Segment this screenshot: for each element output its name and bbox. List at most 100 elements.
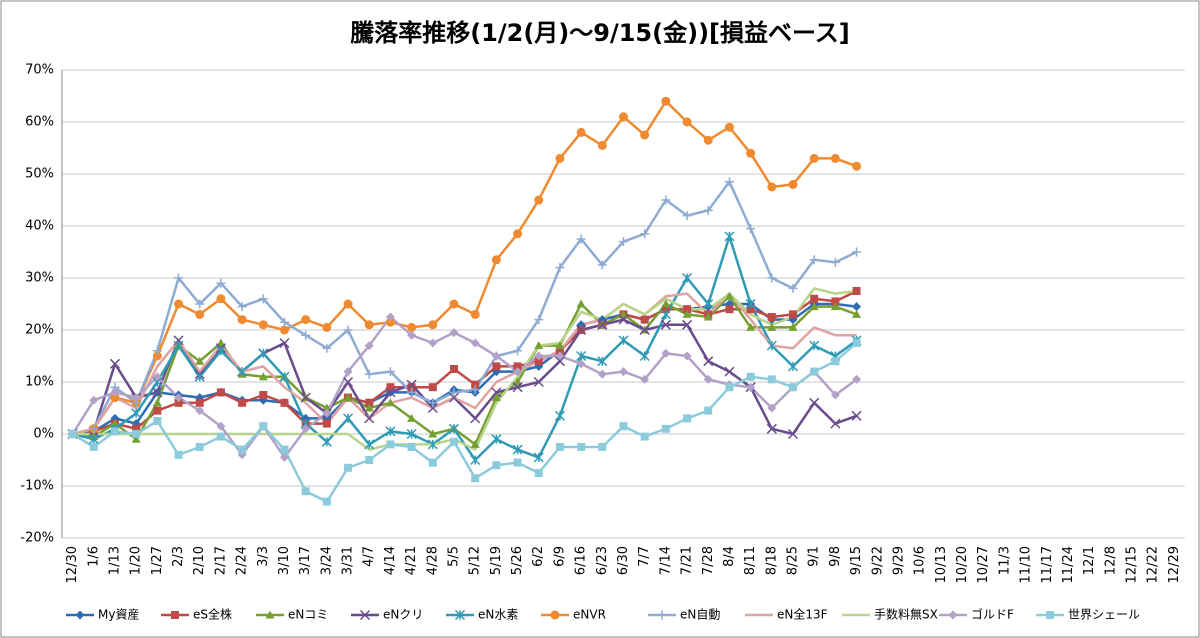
marker <box>171 611 179 619</box>
marker <box>152 351 162 361</box>
y-tick-label: -20% <box>20 531 54 546</box>
marker <box>406 428 417 440</box>
marker <box>216 388 225 397</box>
y-tick-label: 60% <box>25 115 54 130</box>
marker <box>110 387 120 397</box>
marker <box>216 421 226 431</box>
legend-label: 世界シェール <box>1068 608 1140 622</box>
marker <box>852 302 862 312</box>
marker <box>407 413 417 422</box>
marker <box>513 458 522 467</box>
x-tick-label: 3/3 <box>256 546 271 567</box>
marker <box>788 322 798 331</box>
marker <box>576 234 586 244</box>
x-tick-label: 6/16 <box>574 546 589 575</box>
marker <box>194 371 205 382</box>
marker <box>788 179 798 189</box>
marker <box>406 379 417 390</box>
legend-label: eN全13F <box>777 607 828 622</box>
marker <box>555 341 565 350</box>
marker <box>407 383 416 392</box>
marker <box>195 398 204 407</box>
x-tick-label: 7/14 <box>658 546 673 575</box>
marker <box>132 430 141 438</box>
marker <box>237 302 247 312</box>
y-tick-label: 10% <box>25 375 54 390</box>
legend-item: eN全13F <box>745 607 828 622</box>
x-tick-label: 2/24 <box>235 546 250 575</box>
x-tick-label: 8/25 <box>786 546 801 575</box>
marker <box>407 443 416 451</box>
marker <box>280 398 289 407</box>
legend-label: 手数料無SX <box>874 607 938 622</box>
marker <box>640 130 650 140</box>
marker <box>258 320 268 330</box>
marker <box>428 383 437 392</box>
marker <box>534 315 544 325</box>
marker <box>301 315 311 325</box>
y-tick-label: -10% <box>20 479 54 494</box>
marker <box>534 341 544 350</box>
marker <box>682 117 692 127</box>
marker <box>385 398 395 407</box>
marker <box>852 247 862 257</box>
marker <box>809 302 819 311</box>
marker <box>449 328 459 338</box>
marker <box>471 380 480 389</box>
x-tick-label: 9/1 <box>807 546 822 567</box>
marker <box>555 153 565 163</box>
marker <box>174 398 183 407</box>
marker <box>640 374 650 384</box>
marker <box>533 376 544 388</box>
y-tick-label: 30% <box>25 271 54 286</box>
marker <box>1046 611 1054 619</box>
marker <box>640 315 649 324</box>
legend-item: eN水素 <box>446 608 518 622</box>
marker <box>597 260 607 270</box>
marker <box>657 610 667 620</box>
marker <box>660 309 671 320</box>
marker <box>809 153 819 163</box>
y-tick-label: 20% <box>25 323 54 338</box>
marker <box>810 294 819 303</box>
marker <box>598 443 607 451</box>
marker <box>555 443 564 451</box>
marker <box>131 434 141 443</box>
x-tick-label: 5/19 <box>489 546 504 575</box>
marker <box>550 610 560 620</box>
marker <box>258 294 268 304</box>
marker <box>448 392 460 403</box>
marker <box>513 346 523 356</box>
marker <box>407 322 417 332</box>
marker <box>830 302 840 311</box>
marker <box>492 461 501 470</box>
marker <box>767 322 777 331</box>
marker <box>619 309 628 318</box>
marker <box>724 366 735 377</box>
marker <box>448 423 460 434</box>
marker <box>618 335 629 346</box>
marker <box>787 361 799 372</box>
x-tick-label: 3/24 <box>319 546 334 575</box>
marker <box>767 273 777 283</box>
marker <box>597 356 608 367</box>
marker <box>830 390 840 400</box>
marker <box>724 177 734 187</box>
marker <box>576 127 586 137</box>
marker <box>152 387 163 398</box>
marker <box>279 325 289 335</box>
marker <box>554 356 565 367</box>
marker <box>470 385 480 395</box>
marker <box>195 309 205 319</box>
marker <box>238 398 247 407</box>
marker <box>238 445 247 454</box>
marker <box>259 422 268 431</box>
marker <box>597 140 607 150</box>
marker <box>767 375 776 384</box>
marker <box>830 153 840 163</box>
marker <box>364 403 374 412</box>
marker <box>343 367 353 377</box>
marker <box>703 135 713 145</box>
marker <box>704 406 713 415</box>
legend-label: eNVR <box>573 608 606 622</box>
